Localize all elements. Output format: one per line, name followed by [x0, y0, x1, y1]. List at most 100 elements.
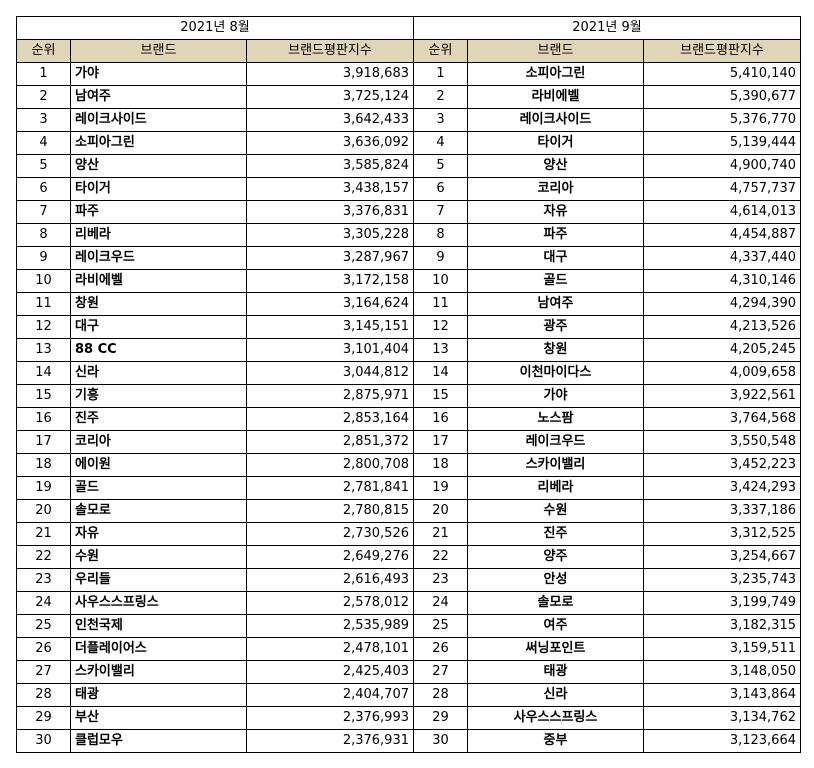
brand-cell: 진주 — [467, 522, 644, 546]
rank-cell: 16 — [16, 407, 71, 431]
brand-cell: 레이크우드 — [467, 430, 644, 454]
rank-cell: 5 — [413, 154, 468, 178]
brand-cell: 자유 — [467, 200, 644, 224]
table-row: 11 남여주 4,294,390 — [413, 292, 801, 316]
column-header-score: 브랜드평판지수 — [246, 39, 414, 63]
score-cell: 2,780,815 — [246, 499, 414, 523]
rank-cell: 26 — [413, 637, 468, 661]
rank-cell: 22 — [16, 545, 71, 569]
rank-cell: 20 — [413, 499, 468, 523]
brand-cell: 가야 — [467, 384, 644, 408]
table-row: 30 클럽모우 2,376,931 — [16, 729, 414, 753]
score-cell: 4,310,146 — [643, 269, 801, 293]
rank-cell: 2 — [413, 85, 468, 109]
score-cell: 3,145,151 — [246, 315, 414, 339]
table-row: 28 태광 2,404,707 — [16, 683, 414, 707]
rank-cell: 27 — [16, 660, 71, 684]
score-cell: 3,642,433 — [246, 108, 414, 132]
month-title: 2021년 8월 — [16, 16, 414, 40]
table-row: 9 레이크우드 3,287,967 — [16, 246, 414, 270]
score-cell: 3,452,223 — [643, 453, 801, 477]
rank-cell: 15 — [413, 384, 468, 408]
score-cell: 3,725,124 — [246, 85, 414, 109]
table-row: 1 가야 3,918,683 — [16, 62, 414, 86]
rank-cell: 8 — [16, 223, 71, 247]
rank-cell: 21 — [16, 522, 71, 546]
table-row: 19 리베라 3,424,293 — [413, 476, 801, 500]
column-header-rank: 순위 — [413, 39, 468, 63]
table-row: 13 88 CC 3,101,404 — [16, 338, 414, 362]
table-row: 4 소피아그린 3,636,092 — [16, 131, 414, 155]
brand-cell: 중부 — [467, 729, 644, 753]
rank-cell: 17 — [413, 430, 468, 454]
brand-cell: 남여주 — [70, 85, 247, 109]
brand-cell: 여주 — [467, 614, 644, 638]
score-cell: 3,159,511 — [643, 637, 801, 661]
score-cell: 4,454,887 — [643, 223, 801, 247]
brand-cell: 안성 — [467, 568, 644, 592]
rank-cell: 30 — [413, 729, 468, 753]
rank-cell: 7 — [413, 200, 468, 224]
column-header-score: 브랜드평판지수 — [643, 39, 801, 63]
score-cell: 3,044,812 — [246, 361, 414, 385]
table-row: 8 파주 4,454,887 — [413, 223, 801, 247]
column-header-brand: 브랜드 — [70, 39, 247, 63]
brand-cell: 파주 — [467, 223, 644, 247]
brand-cell: 88 CC — [70, 338, 247, 362]
rank-cell: 26 — [16, 637, 71, 661]
brand-cell: 에이원 — [70, 453, 247, 477]
rank-cell: 18 — [16, 453, 71, 477]
brand-cell: 코리아 — [467, 177, 644, 201]
ranking-table-september: 2021년 9월 순위 브랜드 브랜드평판지수 1 소피아그린 5,410,140 2… — [413, 16, 801, 753]
brand-cell: 광주 — [467, 315, 644, 339]
score-cell: 2,649,276 — [246, 545, 414, 569]
rank-cell: 7 — [16, 200, 71, 224]
table-row: 21 자유 2,730,526 — [16, 522, 414, 546]
table-row: 5 양산 3,585,824 — [16, 154, 414, 178]
table-row: 2 라비에벨 5,390,677 — [413, 85, 801, 109]
table-row: 25 인천국제 2,535,989 — [16, 614, 414, 638]
score-cell: 2,851,372 — [246, 430, 414, 454]
table-body: 1 소피아그린 5,410,140 2 라비에벨 5,390,677 3 레이크사이드 5,37… — [413, 62, 801, 753]
brand-cell: 양주 — [467, 545, 644, 569]
score-cell: 2,730,526 — [246, 522, 414, 546]
rank-cell: 4 — [16, 131, 71, 155]
score-cell: 3,143,864 — [643, 683, 801, 707]
score-cell: 2,376,993 — [246, 706, 414, 730]
brand-cell: 태광 — [70, 683, 247, 707]
brand-cell: 기흥 — [70, 384, 247, 408]
score-cell: 3,922,561 — [643, 384, 801, 408]
table-row: 12 광주 4,213,526 — [413, 315, 801, 339]
score-cell: 4,009,658 — [643, 361, 801, 385]
table-row: 13 창원 4,205,245 — [413, 338, 801, 362]
table-row: 11 창원 3,164,624 — [16, 292, 414, 316]
rank-cell: 29 — [413, 706, 468, 730]
brand-cell: 타이거 — [467, 131, 644, 155]
brand-cell: 타이거 — [70, 177, 247, 201]
brand-cell: 창원 — [467, 338, 644, 362]
rank-cell: 28 — [16, 683, 71, 707]
table-row: 29 부산 2,376,993 — [16, 706, 414, 730]
rank-cell: 6 — [413, 177, 468, 201]
brand-cell: 사우스스프링스 — [70, 591, 247, 615]
table-row: 14 이천마이다스 4,009,658 — [413, 361, 801, 385]
table-row: 24 솔모로 3,199,749 — [413, 591, 801, 615]
score-cell: 3,550,548 — [643, 430, 801, 454]
rank-cell: 24 — [16, 591, 71, 615]
score-cell: 3,337,186 — [643, 499, 801, 523]
table-row: 12 대구 3,145,151 — [16, 315, 414, 339]
score-cell: 3,148,050 — [643, 660, 801, 684]
brand-cell: 남여주 — [467, 292, 644, 316]
brand-cell: 양산 — [467, 154, 644, 178]
brand-cell: 라비에벨 — [70, 269, 247, 293]
rank-cell: 19 — [413, 476, 468, 500]
score-cell: 3,424,293 — [643, 476, 801, 500]
brand-cell: 수원 — [467, 499, 644, 523]
table-row: 28 신라 3,143,864 — [413, 683, 801, 707]
score-cell: 3,101,404 — [246, 338, 414, 362]
rank-cell: 1 — [16, 62, 71, 86]
table-body: 1 가야 3,918,683 2 남여주 3,725,124 3 레이크사이드 3,642,43… — [16, 62, 414, 753]
score-cell: 2,800,708 — [246, 453, 414, 477]
brand-cell: 스카이밸리 — [70, 660, 247, 684]
rank-cell: 8 — [413, 223, 468, 247]
